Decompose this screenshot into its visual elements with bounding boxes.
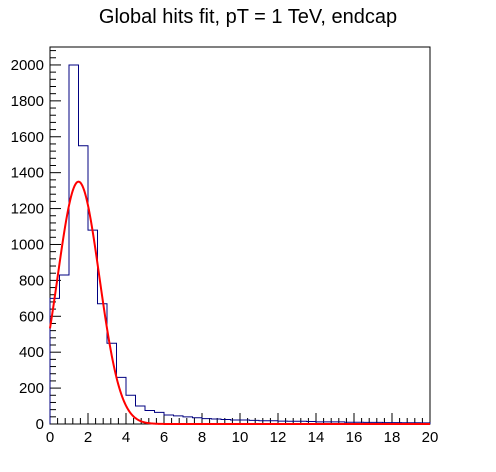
y-tick-label: 1400 xyxy=(11,165,44,182)
x-tick-label: 20 xyxy=(422,429,439,446)
axis-tick-labels: 0 2 4 6 8 10 12 14 16 18 2002004006008001000120014… xyxy=(11,57,439,446)
x-tick-label: 6 xyxy=(160,429,168,446)
histogram-bin xyxy=(69,65,79,424)
x-tick-label: 10 xyxy=(232,429,249,446)
x-tick-label: 16 xyxy=(346,429,363,446)
y-tick-label: 1800 xyxy=(11,93,44,110)
x-tick-label: 18 xyxy=(384,429,401,446)
x-tick-label: 14 xyxy=(308,429,325,446)
y-tick-label: 600 xyxy=(19,308,44,325)
histogram-layer xyxy=(49,64,431,424)
x-tick-label: 4 xyxy=(122,429,130,446)
x-tick-label: 0 xyxy=(46,429,54,446)
histogram-bin xyxy=(174,416,184,424)
y-tick-label: 2000 xyxy=(11,57,44,74)
fit-curve-layer xyxy=(49,180,430,425)
histogram-bin xyxy=(164,415,174,424)
histogram-bin xyxy=(183,417,193,424)
chart-title: Global hits fit, pT = 1 TeV, endcap xyxy=(99,6,397,28)
y-tick-label: 1200 xyxy=(11,201,44,218)
y-tick-label: 1600 xyxy=(11,129,44,146)
x-tick-label: 2 xyxy=(84,429,92,446)
y-tick-label: 400 xyxy=(19,344,44,361)
y-tick-label: 0 xyxy=(36,416,44,433)
x-tick-label: 12 xyxy=(270,429,287,446)
gaussian-fit-curve xyxy=(49,180,430,425)
y-tick-label: 1000 xyxy=(11,236,44,253)
y-tick-label: 800 xyxy=(19,272,44,289)
y-tick-label: 200 xyxy=(19,380,44,397)
histogram-bin xyxy=(60,275,70,424)
histogram-bin xyxy=(155,412,165,424)
x-tick-label: 8 xyxy=(198,429,206,446)
histogram-series xyxy=(49,64,431,424)
